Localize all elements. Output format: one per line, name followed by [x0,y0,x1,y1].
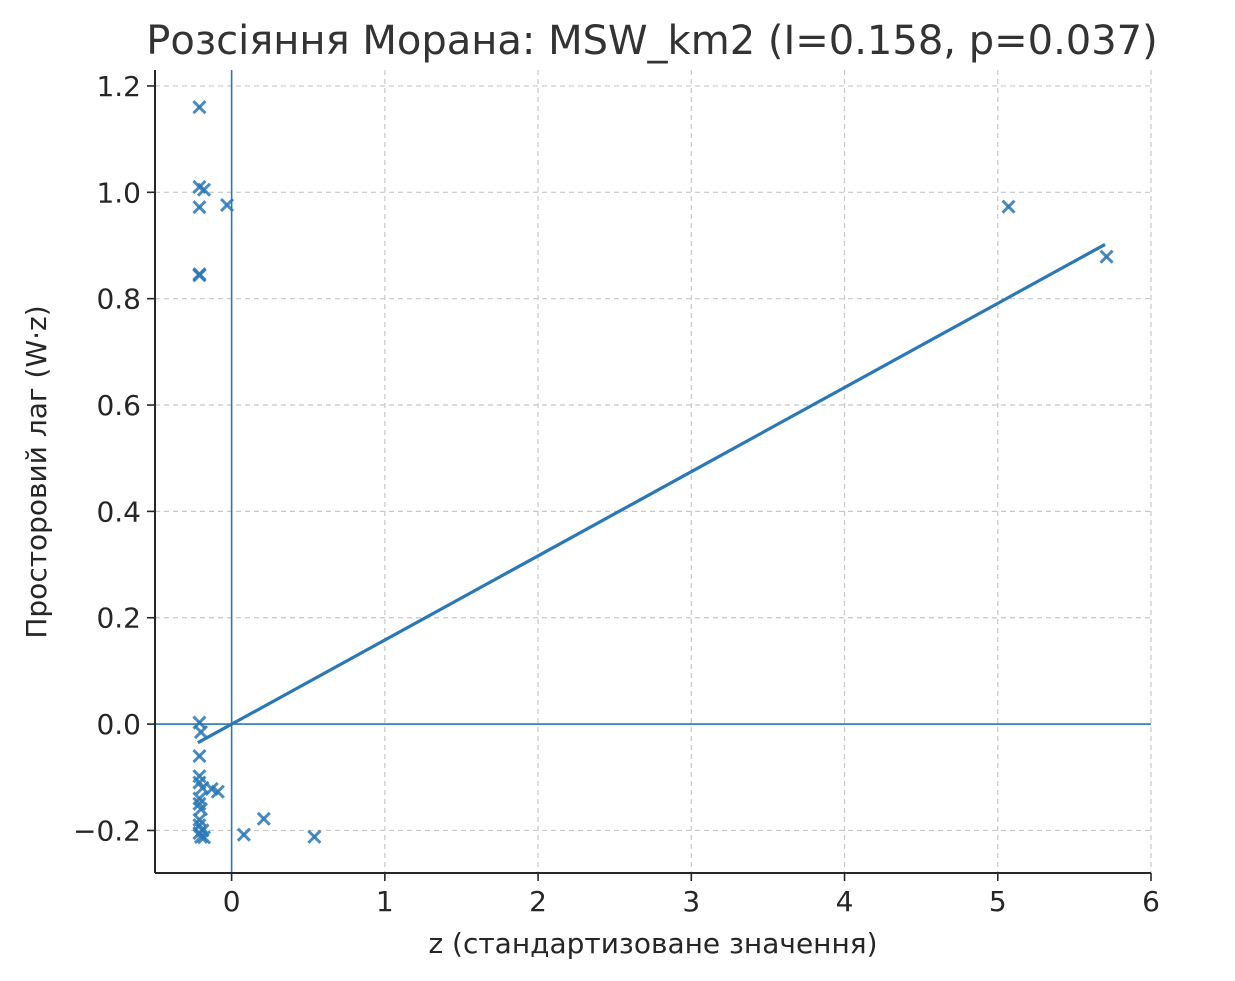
regression-line-group [197,243,1106,745]
y-tick-label: 0.4 [96,495,141,528]
x-tick-label: 3 [682,885,700,918]
data-point [1099,249,1114,264]
data-point [192,268,207,283]
x-tick-label: 0 [223,885,241,918]
axes: 0 1 2 3 4 5 6 −0.2 0.0 0.2 0.4 0.6 0.8 1.0 1.2 [73,70,1160,918]
x-tick-label: 4 [836,885,854,918]
data-point [1001,199,1016,214]
data-point [196,830,212,845]
y-tick-label: 0.2 [96,602,141,635]
data-point [192,200,207,215]
data-point [219,198,235,213]
data-point [193,725,209,740]
y-tick-label: 0.0 [96,708,141,741]
y-tick-label: 0.6 [96,389,141,422]
y-tick-label: 1.0 [96,176,141,209]
reference-lines [155,70,1151,873]
data-point [192,100,207,115]
regression-line [197,243,1106,745]
x-tick-label: 6 [1142,885,1160,918]
data-point [193,829,209,844]
chart-title: Розсіяння Морана: MSW_km2 (I=0.158, p=0.… [146,18,1157,64]
y-tick-label: 0.8 [96,283,141,316]
y-axis-label: Просторовий лаг (W·z) [20,305,53,638]
grid [155,70,1152,873]
data-point [307,829,322,844]
data-point [193,802,209,817]
data-point [196,182,212,197]
y-tick-label: 1.2 [96,70,141,103]
data-point [256,811,271,826]
data-point [192,748,207,764]
data-point [192,812,207,827]
scatter-points [192,100,1114,845]
data-point [236,827,251,842]
x-tick-label: 2 [529,885,547,918]
x-tick-label: 1 [376,885,394,918]
data-point [192,791,207,806]
x-axis-label: z (стандартизоване значення) [428,927,877,960]
data-point [210,784,225,799]
x-tick-label: 5 [989,885,1007,918]
y-tick-label: −0.2 [73,814,141,847]
